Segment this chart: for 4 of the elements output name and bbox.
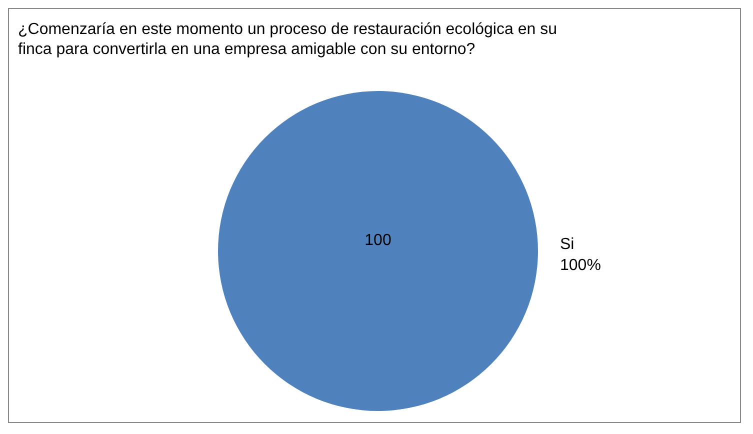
data-label: 100	[364, 232, 392, 250]
text: 100%	[560, 257, 601, 274]
slice-label: Si	[560, 236, 574, 253]
chart-title: ¿Comenzaría en este momento un proceso de restauración ecológica en su finca para convertirla en una empresa amigable con su entorno?	[18, 21, 557, 58]
